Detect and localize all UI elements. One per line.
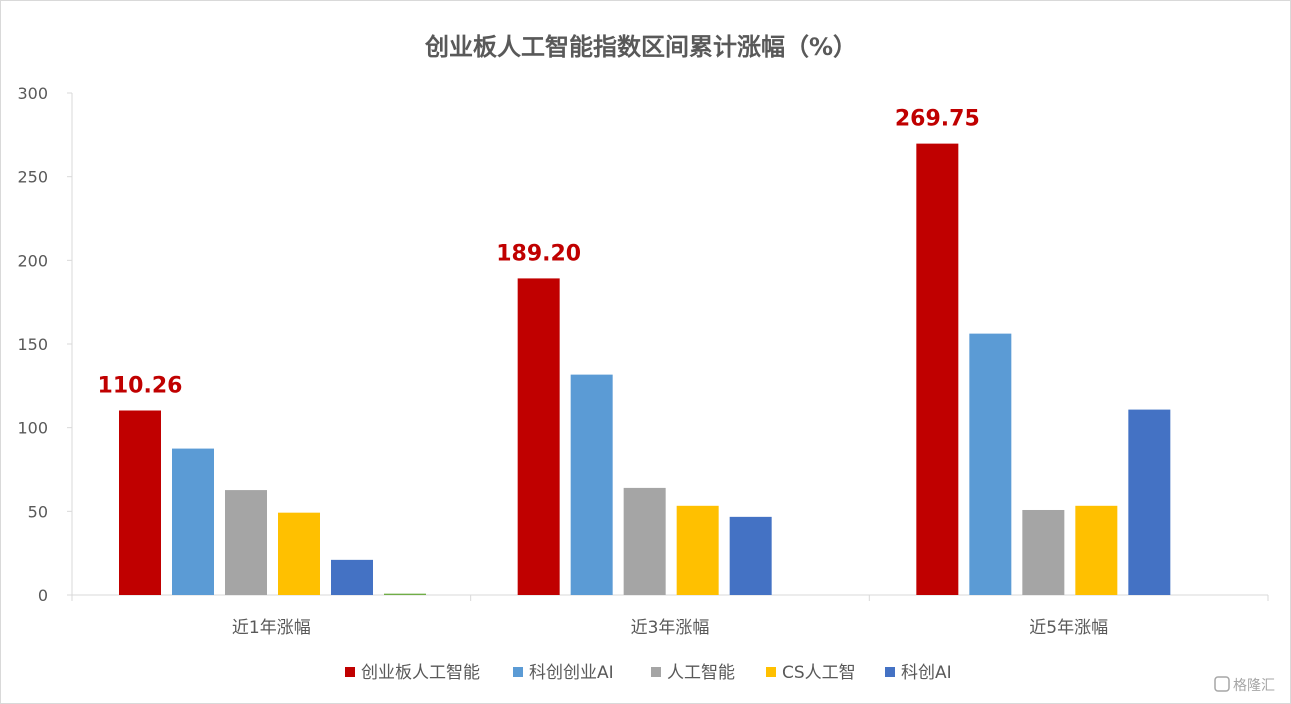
bar: [969, 333, 1012, 595]
data-label: 189.20: [496, 241, 581, 266]
y-tick-label: 300: [17, 84, 48, 103]
bar: [676, 505, 719, 595]
legend-label: 创业板人工智能: [361, 663, 480, 683]
legend-swatch: [345, 667, 355, 677]
y-tick-label: 100: [17, 419, 48, 438]
bar: [331, 559, 373, 595]
watermark: 格隆汇: [1214, 676, 1275, 694]
bar: [623, 487, 666, 595]
legend-swatch: [651, 667, 661, 677]
legend-swatch: [513, 667, 523, 677]
bar: [570, 374, 613, 595]
data-labels: 110.26 189.20 269.75: [98, 107, 980, 399]
bar: [225, 490, 267, 595]
y-tick-label: 50: [28, 502, 48, 521]
bars: [119, 143, 1171, 595]
watermark-text: 格隆汇: [1233, 678, 1275, 694]
bar: [278, 512, 320, 595]
bar: [384, 593, 426, 595]
legend-label: 人工智能: [667, 663, 735, 683]
x-category-label: 近3年涨幅: [631, 618, 710, 638]
y-tick-label: 150: [17, 335, 48, 354]
y-tick-label: 200: [17, 251, 48, 270]
chart-title: 创业板人工智能指数区间累计涨幅（%）: [424, 33, 857, 61]
y-tick-label: 0: [38, 586, 48, 605]
data-label: 110.26: [98, 373, 183, 398]
bar: [1128, 409, 1171, 595]
bar: [729, 516, 772, 595]
legend-label: 科创创业AI: [529, 663, 614, 683]
bar: [119, 410, 161, 595]
legend-label: CS人工智: [782, 663, 856, 683]
bar: [1075, 505, 1118, 595]
data-label: 269.75: [895, 107, 980, 132]
bar: [172, 448, 214, 595]
x-category-label: 近1年涨幅: [232, 618, 311, 638]
legend-label: 科创AI: [901, 663, 952, 683]
legend: 创业板人工智能 科创创业AI 人工智能 CS人工智 科创AI: [345, 663, 952, 683]
watermark-logo-icon: [1214, 676, 1230, 692]
axes: 300 250 200 150 100 50 0 近1年涨幅 近3年涨幅 近5年涨幅: [17, 84, 1269, 638]
y-tick-label: 250: [17, 168, 48, 187]
bar: [916, 143, 959, 595]
x-category-label: 近5年涨幅: [1029, 618, 1108, 638]
bar: [1022, 509, 1065, 595]
bar: [517, 278, 560, 595]
legend-swatch: [766, 667, 776, 677]
legend-swatch: [885, 667, 895, 677]
